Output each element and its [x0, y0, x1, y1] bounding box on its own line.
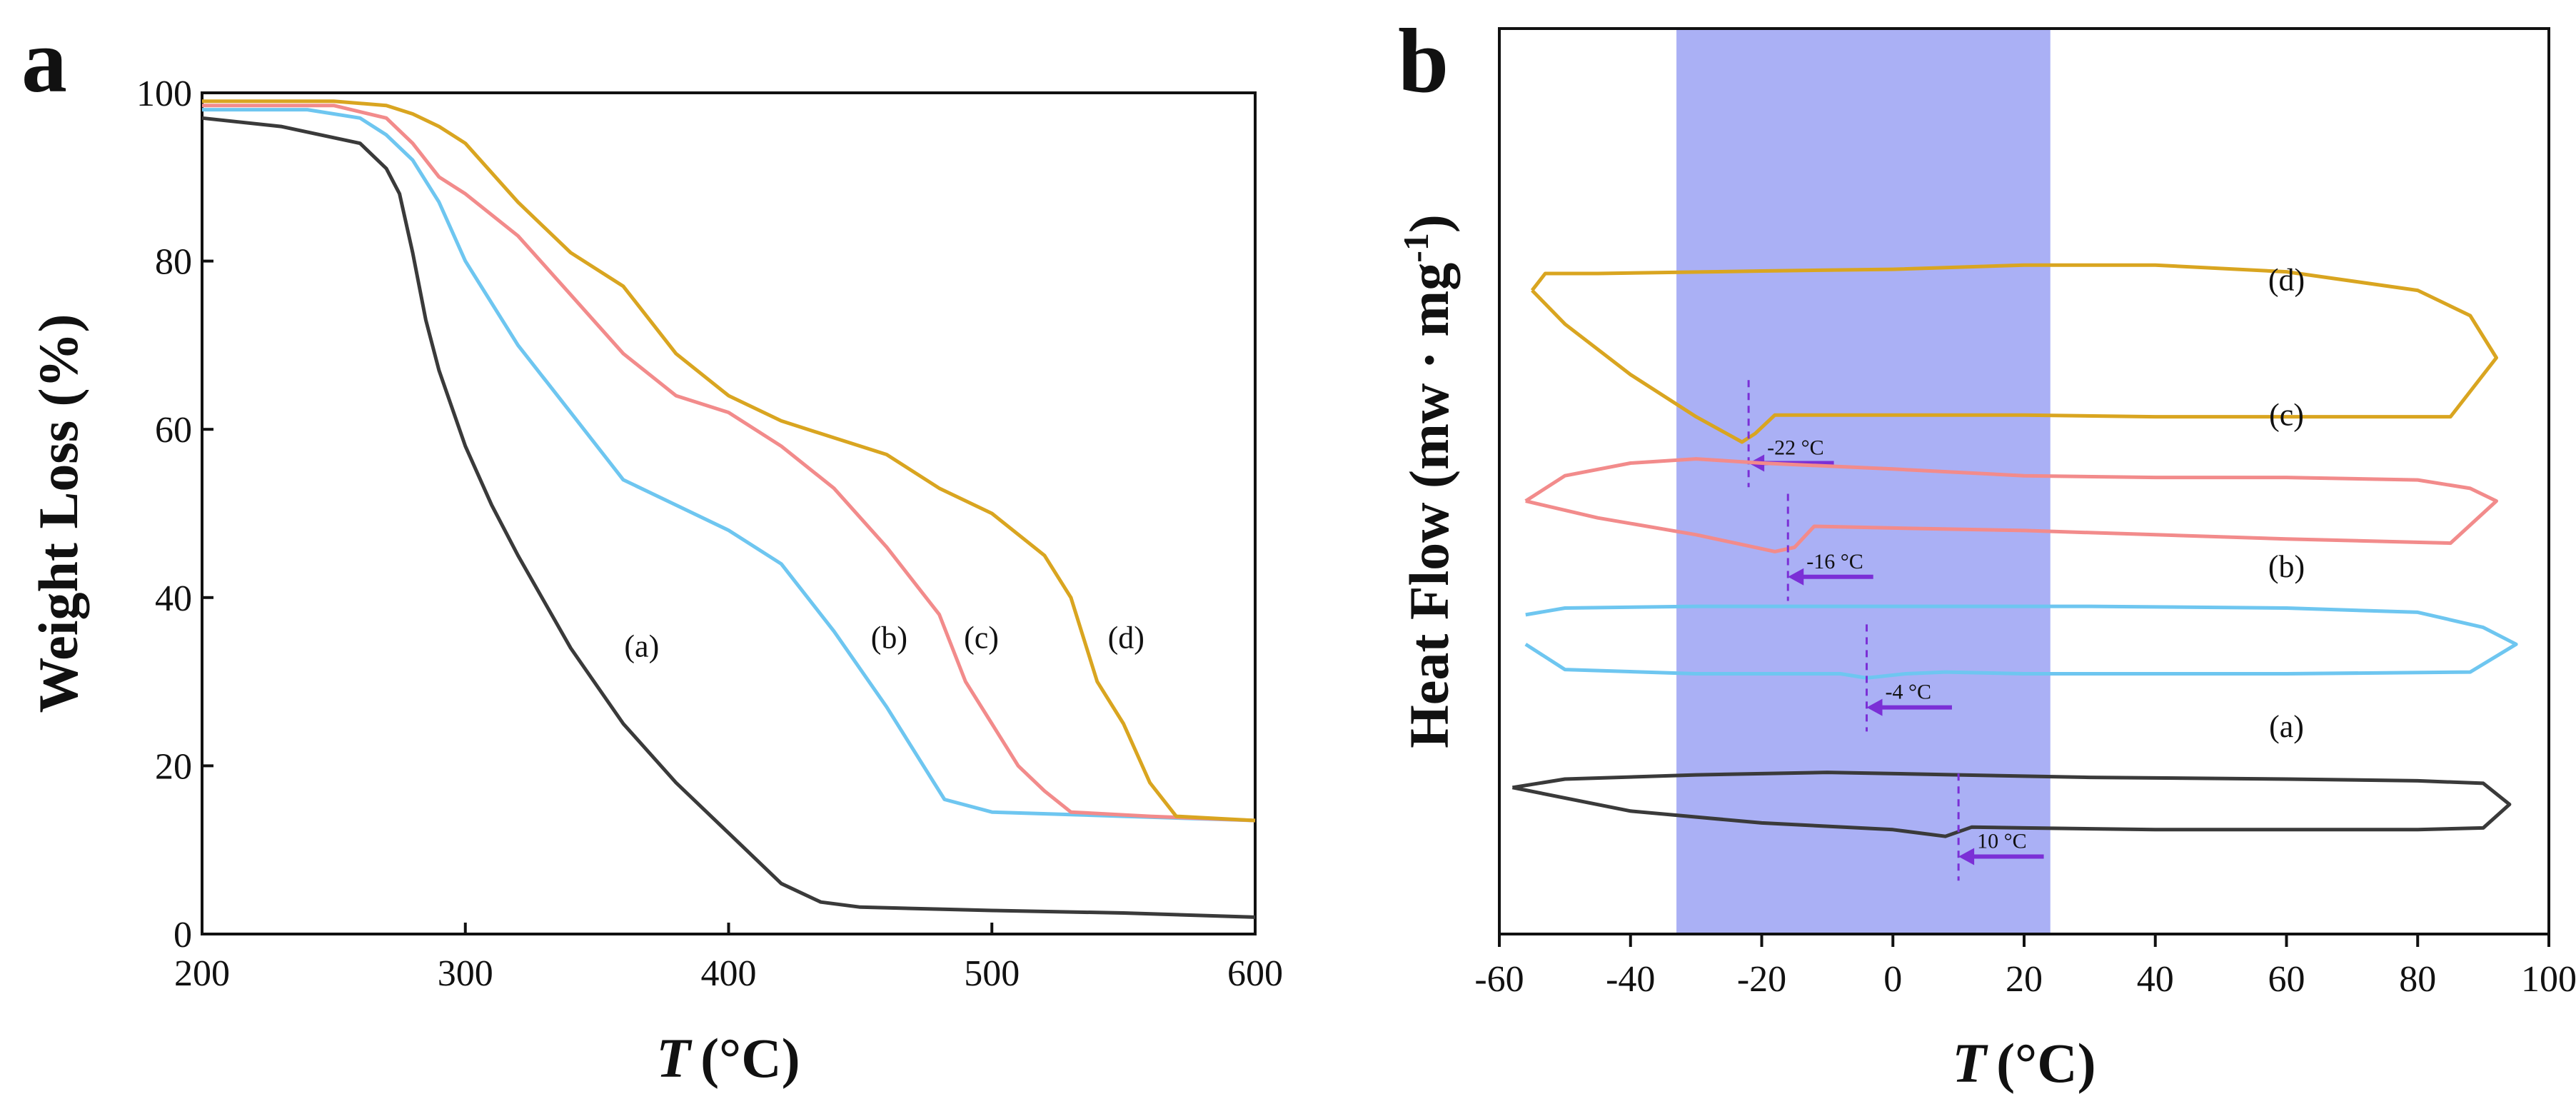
series-label: (b) — [871, 620, 907, 655]
x-tick-label: 20 — [2006, 959, 2043, 1000]
series-label: (d) — [1108, 620, 1144, 655]
heat-flow-loop — [1524, 604, 2518, 680]
panel-b-axes-ticks: -60 -40 -20 0 20 40 60 80 100 — [1474, 934, 2576, 1000]
left-arrow-head — [1958, 848, 1975, 865]
x-tick-label: -20 — [1737, 959, 1786, 1000]
series-line — [202, 104, 1256, 823]
left-arrow-head — [1788, 568, 1804, 586]
series-label: (b) — [2268, 549, 2305, 584]
x-tick-label: -40 — [1606, 959, 1655, 1000]
panel-b-x-axis-title: T (°C) — [1952, 1032, 2095, 1094]
series-label: (c) — [964, 620, 999, 655]
x-tick-label: 200 — [174, 953, 230, 994]
series-label: (a) — [624, 628, 659, 663]
x-tick-label: 80 — [2399, 959, 2436, 1000]
temperature-label: -4 °C — [1886, 681, 1932, 704]
x-tick-label: 300 — [438, 953, 493, 994]
temperature-label: 10 °C — [1977, 830, 2027, 853]
y-tick-label: 80 — [155, 242, 192, 283]
x-tick-label: 600 — [1227, 953, 1283, 994]
x-tick-label: 400 — [701, 953, 757, 994]
y-tick-label: 40 — [155, 578, 192, 619]
panel-b-shaded-region — [1676, 29, 2051, 934]
x-tick-label: 60 — [2268, 959, 2305, 1000]
x-tick-label: 40 — [2137, 959, 2174, 1000]
panel-a-axes-ticks: 200 300 400 500 600 0 20 40 60 80 100 — [136, 74, 1283, 994]
panel-b-label: b — [1398, 10, 1449, 111]
x-tick-label: 0 — [1883, 959, 1902, 1000]
series-line — [201, 116, 1256, 919]
y-tick-label: 20 — [155, 746, 192, 787]
panel-a-plot-frame — [201, 91, 1257, 935]
temperature-label: -16 °C — [1806, 550, 1863, 573]
left-arrow-head — [1866, 698, 1883, 716]
y-tick-label: 0 — [173, 915, 192, 955]
panel-a-series-group: (a) (b) (c) (d) — [201, 99, 1256, 919]
series-line — [202, 99, 1256, 823]
panel-b-y-axis-title: Heat Flow (mw · mg-1) — [1396, 214, 1460, 748]
heat-flow-loop — [1530, 263, 2498, 444]
y-tick-label: 60 — [155, 410, 192, 451]
x-tick-label: 500 — [964, 953, 1020, 994]
x-tick-label: 100 — [2521, 959, 2576, 1000]
series-label: (a) — [2269, 709, 2304, 744]
temperature-label: -22 °C — [1767, 436, 1824, 459]
series-line — [202, 108, 1256, 823]
panel-a-label: a — [21, 10, 67, 111]
panel-b-heat-flow-chart: b -60 -40 -20 0 20 40 60 80 100 (d) -22 °C (c) -16 … — [1396, 10, 2576, 1094]
panel-a-y-axis-title: Weight Loss (%) — [27, 313, 89, 713]
y-tick-label: 100 — [136, 74, 192, 114]
panel-a-x-axis-title: T (°C) — [656, 1027, 800, 1089]
series-label: (d) — [2268, 263, 2305, 298]
series-label: (c) — [2269, 397, 2304, 432]
panel-b-series-group: (d) -22 °C (c) -16 °C (b) -4 °C (a) 10 °C — [1511, 263, 2518, 881]
heat-flow-loop — [1511, 771, 2512, 838]
x-tick-label: -60 — [1474, 959, 1524, 1000]
